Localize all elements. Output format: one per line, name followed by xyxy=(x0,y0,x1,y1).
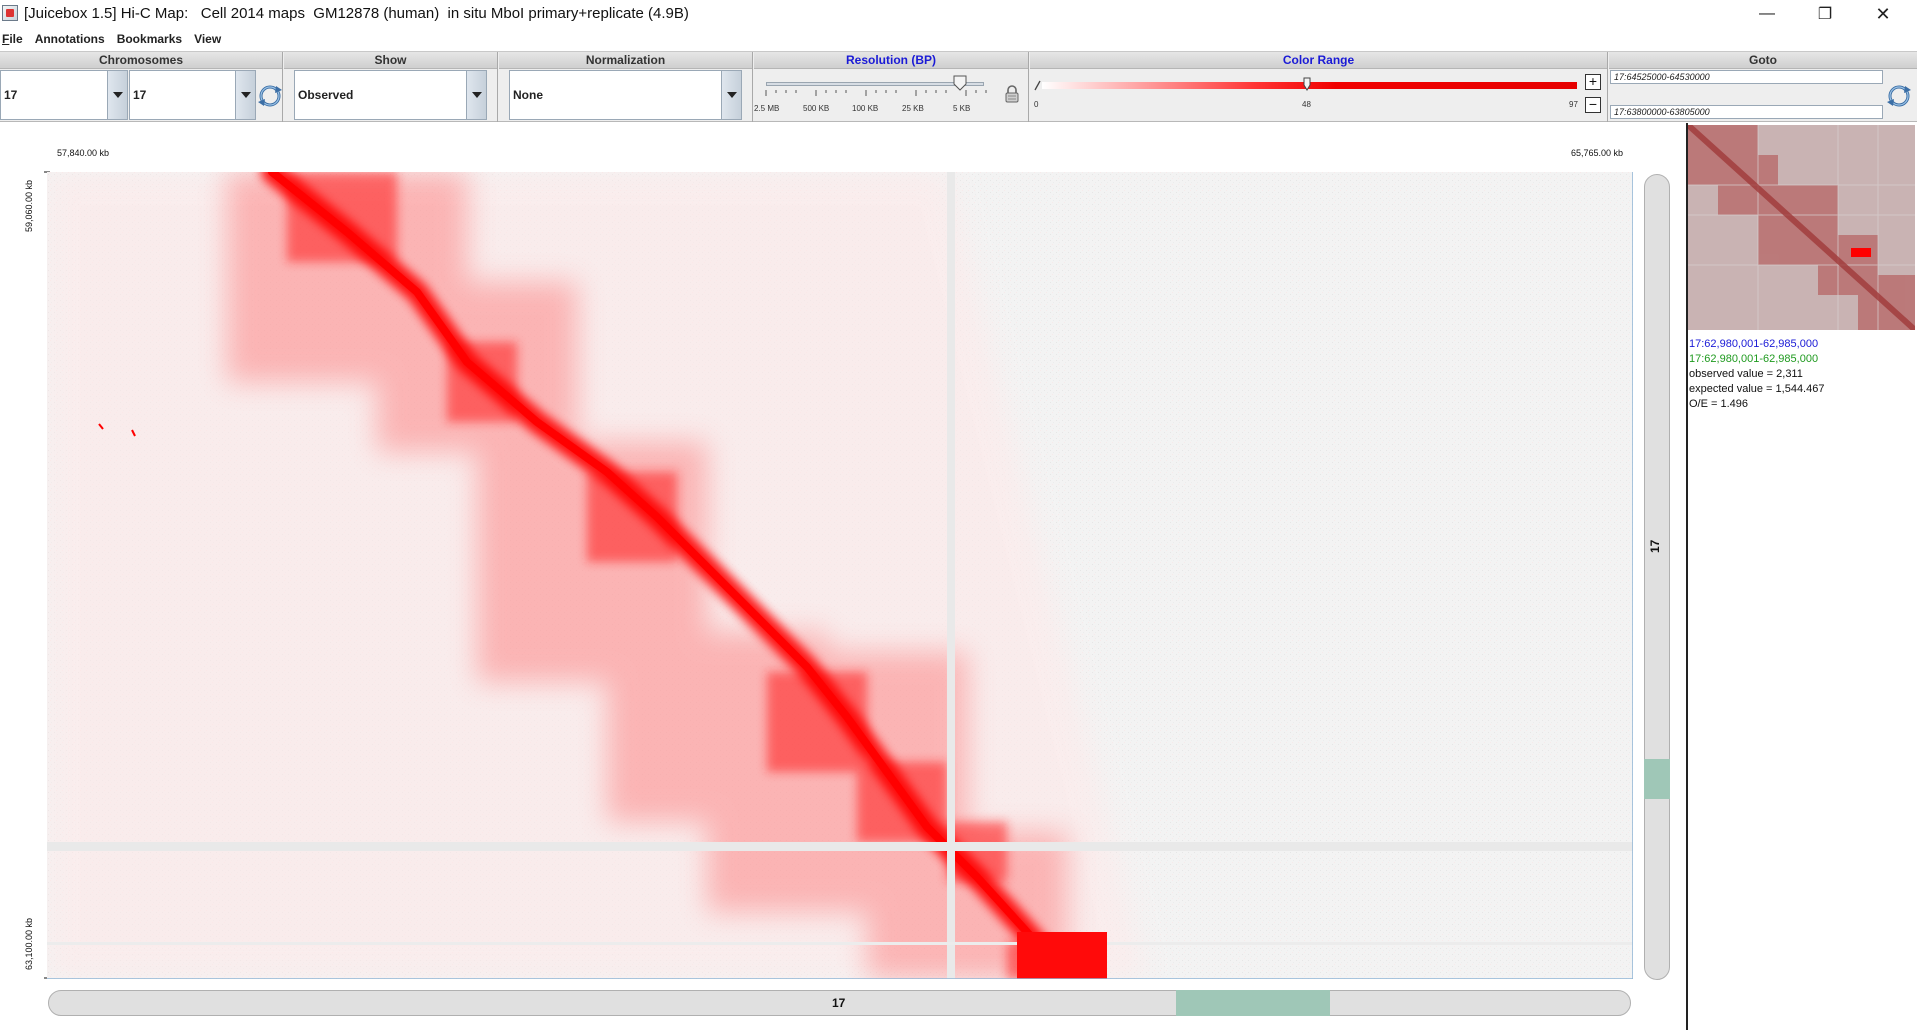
show-panel: Show xyxy=(284,52,498,122)
window-title: [Juicebox 1.5] Hi-C Map: Cell 2014 maps … xyxy=(24,5,689,22)
x-start-label: 57,840.00 kb xyxy=(57,148,110,158)
show-value: Observed xyxy=(298,88,354,102)
color-range-min-label: 0 xyxy=(1034,100,1039,109)
chevron-down-icon[interactable] xyxy=(466,71,486,119)
chromosome1-value: 17 xyxy=(4,88,18,102)
menu-file[interactable]: File xyxy=(2,32,23,46)
x-end-label: 65,765.00 kb xyxy=(1571,148,1624,158)
color-range-mid-label: 48 xyxy=(1302,100,1311,109)
chromosome1-select[interactable]: 17 xyxy=(0,70,128,120)
menu-bar: File Annotations Bookmarks View xyxy=(0,28,1917,50)
resolution-tick-label: 25 KB xyxy=(902,104,924,113)
normalization-select[interactable]: None xyxy=(509,70,742,120)
vertical-chromosome-scrollbar[interactable] xyxy=(1644,174,1670,980)
chevron-down-icon[interactable] xyxy=(721,71,741,119)
goto-x-input[interactable]: 17:64525000-64530000 xyxy=(1610,70,1883,84)
oe-ratio: O/E = 1.496 xyxy=(1689,398,1749,410)
color-range-minus-button[interactable]: − xyxy=(1585,97,1601,113)
java-app-icon xyxy=(2,5,18,21)
hover-info: 17:62,980,001-62,985,000 17:62,980,001-6… xyxy=(1689,337,1824,412)
resolution-slider-track[interactable] xyxy=(766,82,984,86)
color-range-slider-thumb[interactable] xyxy=(1301,77,1313,91)
color-range-header: Color Range xyxy=(1030,52,1607,69)
horizontal-scroll-thumb[interactable] xyxy=(1176,990,1330,1016)
color-range-plus-button[interactable]: + xyxy=(1585,74,1601,90)
resolution-slider-thumb[interactable] xyxy=(953,75,967,91)
lock-icon[interactable] xyxy=(1004,85,1020,103)
x-coordinate-readout: 17:62,980,001-62,985,000 xyxy=(1689,338,1819,350)
chromosomes-header: Chromosomes xyxy=(0,52,282,69)
y-coordinate-readout: 17:62,980,001-62,985,000 xyxy=(1689,353,1819,365)
resolution-tick-label: 500 KB xyxy=(803,104,830,113)
resolution-ticks xyxy=(765,90,987,96)
expected-value: expected value = 1,544.467 xyxy=(1689,383,1825,395)
resolution-panel: Resolution (BP) xyxy=(754,52,1029,122)
goto-panel: Goto xyxy=(1609,52,1917,122)
chevron-down-icon[interactable] xyxy=(235,71,255,119)
color-range-min-marker[interactable] xyxy=(1034,79,1042,91)
chromosomes-panel: Chromosomes xyxy=(0,52,283,122)
refresh-chromosomes-icon[interactable] xyxy=(257,83,283,109)
normalization-header: Normalization xyxy=(499,52,752,69)
resolution-header: Resolution (BP) xyxy=(754,52,1028,69)
y-end-label: 63,100.00 kb xyxy=(24,917,34,970)
minimize-button[interactable]: — xyxy=(1759,5,1775,22)
chevron-down-icon[interactable] xyxy=(107,71,127,119)
x-chromosome-label: 17 xyxy=(832,996,846,1010)
thumbnail-overview-map[interactable] xyxy=(1685,122,1917,333)
color-range-panel: Color Range xyxy=(1030,52,1608,122)
y-chromosome-label: 17 xyxy=(1648,539,1662,553)
normalization-panel: Normalization xyxy=(499,52,753,122)
maximize-button[interactable]: ❐ xyxy=(1817,6,1833,23)
refresh-goto-icon[interactable] xyxy=(1886,83,1912,109)
resolution-tick-label: 100 KB xyxy=(852,104,879,113)
menu-bookmarks[interactable]: Bookmarks xyxy=(116,32,183,46)
close-button[interactable]: ✕ xyxy=(1875,3,1891,24)
menu-view[interactable]: View xyxy=(194,32,222,46)
show-select[interactable]: Observed xyxy=(294,70,487,120)
observed-value: observed value = 2,311 xyxy=(1689,368,1803,380)
goto-y-input[interactable]: 17:63800000-63805000 xyxy=(1610,105,1883,119)
horizontal-chromosome-scrollbar[interactable] xyxy=(48,990,1631,1016)
normalization-value: None xyxy=(513,88,543,102)
y-start-label: 59,060.00 kb xyxy=(24,179,34,232)
show-header: Show xyxy=(284,52,497,69)
resolution-tick-label: 2.5 MB xyxy=(754,104,780,113)
goto-header: Goto xyxy=(1609,52,1917,69)
title-bar: [Juicebox 1.5] Hi-C Map: Cell 2014 maps … xyxy=(0,0,1917,28)
chromosome2-select[interactable]: 17 xyxy=(129,70,256,120)
hic-contact-map[interactable] xyxy=(47,172,1633,979)
chromosome2-value: 17 xyxy=(133,88,147,102)
vertical-scroll-thumb[interactable] xyxy=(1644,759,1670,799)
color-range-max-label: 97 xyxy=(1569,100,1578,109)
menu-annotations[interactable]: Annotations xyxy=(34,32,105,46)
resolution-tick-label: 5 KB xyxy=(953,104,971,113)
